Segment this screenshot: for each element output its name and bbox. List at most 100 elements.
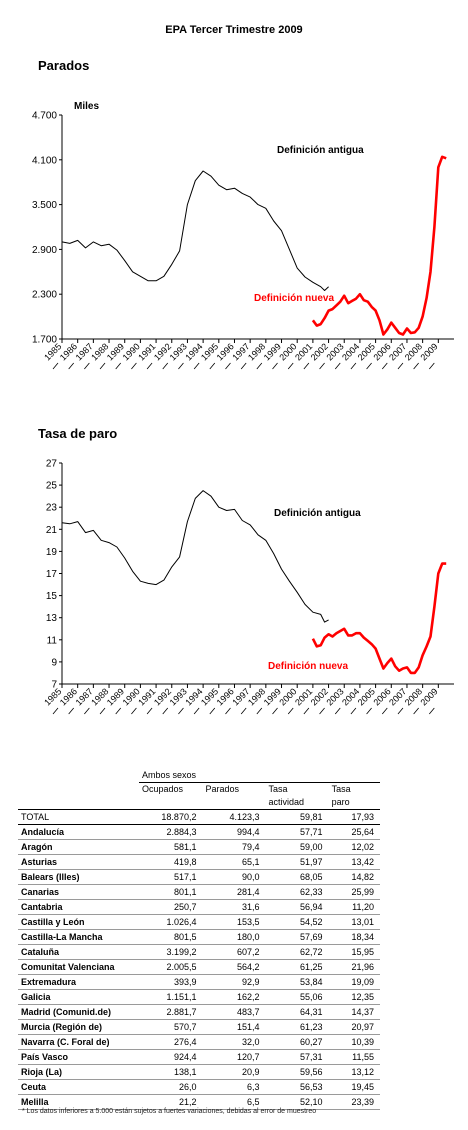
cell-tasa-paro: 23,39 bbox=[328, 1094, 380, 1110]
row-name: Aragón bbox=[18, 839, 140, 855]
cell-parados: 65,1 bbox=[202, 854, 266, 870]
y-tick-label: 17 bbox=[46, 569, 58, 580]
cell-ocupados: 581,1 bbox=[139, 839, 203, 855]
y-tick-label: 2.900 bbox=[32, 245, 57, 256]
cell-ocupados: 393,9 bbox=[139, 974, 203, 990]
x-tick-slash bbox=[397, 707, 404, 715]
cell-tasa-actividad: 57,71 bbox=[265, 824, 329, 840]
x-tick-slash bbox=[68, 707, 74, 715]
cell-ocupados: 801,1 bbox=[139, 884, 203, 900]
y-tick-label: 4.700 bbox=[32, 111, 57, 122]
y-tick-label: 21 bbox=[46, 525, 58, 536]
chart-title-tasa-paro: Tasa de paro bbox=[38, 426, 118, 441]
x-tick-slash bbox=[256, 707, 263, 715]
x-tick-slash bbox=[240, 362, 247, 370]
cell-tasa-actividad: 55,06 bbox=[265, 989, 329, 1005]
cell-parados: 79,4 bbox=[202, 839, 266, 855]
cell-parados: 483,7 bbox=[202, 1004, 266, 1020]
x-tick-slash bbox=[52, 707, 59, 715]
x-tick-slash bbox=[225, 362, 231, 370]
y-axis-label: Miles bbox=[74, 101, 99, 112]
table-row-total: TOTAL 18.870,2 4.123,3 59,81 17,93 bbox=[18, 809, 380, 825]
x-tick-slash bbox=[131, 707, 137, 715]
y-tick-label: 25 bbox=[46, 481, 58, 492]
x-tick-slash bbox=[84, 707, 90, 715]
x-tick-slash bbox=[381, 707, 388, 715]
x-tick-slash bbox=[225, 707, 231, 715]
x-tick-slash bbox=[334, 362, 341, 370]
cell-tasa-paro: 19,09 bbox=[328, 974, 380, 990]
x-tick-label: 2009 bbox=[418, 686, 439, 707]
series-line-definicion-antigua bbox=[61, 170, 329, 291]
cell-tasa-paro: 21,96 bbox=[328, 959, 380, 975]
x-tick-slash bbox=[178, 362, 184, 370]
cell-parados: 6,5 bbox=[202, 1094, 266, 1110]
x-tick-slash bbox=[272, 707, 278, 715]
cell-ocupados: 138,1 bbox=[139, 1064, 203, 1080]
cell-tasa-paro: 13,12 bbox=[328, 1064, 380, 1080]
cell-parados: 90,0 bbox=[202, 869, 266, 885]
x-tick-slash bbox=[350, 707, 357, 715]
row-name: Ceuta bbox=[18, 1079, 140, 1095]
x-tick-slash bbox=[319, 362, 325, 370]
row-name: Rioja (La) bbox=[18, 1064, 140, 1080]
row-name: Melilla bbox=[18, 1094, 140, 1110]
cell-ocupados: 26,0 bbox=[139, 1079, 203, 1095]
cell-tasa-paro: 14,82 bbox=[328, 869, 380, 885]
y-tick-label: 19 bbox=[46, 547, 58, 558]
y-tick-label: 15 bbox=[46, 591, 58, 602]
cell-ocupados: 2.005,5 bbox=[139, 959, 203, 975]
cell-tasa-paro: 20,97 bbox=[328, 1019, 380, 1035]
x-tick-slash bbox=[381, 362, 388, 370]
cell-ocupados: 276,4 bbox=[139, 1034, 203, 1050]
cell-tasa-paro: 13,42 bbox=[328, 854, 380, 870]
cell-ocupados: 3.199,2 bbox=[139, 944, 203, 960]
cell-ocupados: 21,2 bbox=[139, 1094, 203, 1110]
x-tick-slash bbox=[429, 707, 435, 715]
regional-data-table: Ambos sexos Ocupados Parados Tasa activid… bbox=[18, 768, 380, 1110]
row-name: Cantabria bbox=[18, 899, 140, 915]
y-tick-label: 23 bbox=[46, 503, 58, 514]
cell-tasa-paro: 12,02 bbox=[328, 839, 380, 855]
cell-tasa-paro: 10,39 bbox=[328, 1034, 380, 1050]
cell-tasa-paro: 11,20 bbox=[328, 899, 380, 915]
cell-tasa-actividad: 61,25 bbox=[265, 959, 329, 975]
x-tick-slash bbox=[334, 707, 341, 715]
x-tick-slash bbox=[99, 362, 106, 370]
series-line-definicion-nueva bbox=[311, 155, 447, 336]
row-name: Asturias bbox=[18, 854, 140, 870]
x-tick-slash bbox=[193, 362, 200, 370]
table-row: Asturias 419,8 65,1 51,97 13,42 bbox=[18, 854, 380, 870]
series-label-definicion-nueva: Definición nueva bbox=[254, 293, 334, 304]
row-name: Castilla-La Mancha bbox=[18, 929, 140, 945]
table-row: País Vasco 924,4 120,7 57,31 11,55 bbox=[18, 1049, 380, 1065]
series-label-definicion-antigua: Definición antigua bbox=[277, 145, 364, 156]
cell-ocupados: 18.870,2 bbox=[139, 809, 203, 825]
table-group-header: Ambos sexos bbox=[139, 768, 380, 783]
table-row: Canarias 801,1 281,4 62,33 25,99 bbox=[18, 884, 380, 900]
x-tick-slash bbox=[366, 362, 372, 370]
cell-parados: 4.123,3 bbox=[202, 809, 266, 825]
y-tick-label: 2.300 bbox=[32, 290, 57, 301]
cell-tasa-actividad: 59,56 bbox=[265, 1064, 329, 1080]
cell-tasa-actividad: 59,00 bbox=[265, 839, 329, 855]
x-tick-slash bbox=[429, 362, 435, 370]
cell-tasa-paro: 12,35 bbox=[328, 989, 380, 1005]
table-group-header-row: Ambos sexos bbox=[18, 768, 380, 783]
y-tick-label: 13 bbox=[46, 613, 58, 624]
cell-parados: 153,5 bbox=[202, 914, 266, 930]
cell-parados: 607,2 bbox=[202, 944, 266, 960]
column-header-ocupados: Ocupados bbox=[139, 782, 203, 810]
cell-tasa-paro: 14,37 bbox=[328, 1004, 380, 1020]
y-tick-label: 9 bbox=[51, 657, 57, 668]
row-name: Murcia (Región de) bbox=[18, 1019, 140, 1035]
cell-parados: 32,0 bbox=[202, 1034, 266, 1050]
cell-tasa-actividad: 62,33 bbox=[265, 884, 329, 900]
chart-title-parados: Parados bbox=[38, 58, 90, 73]
table-row: Extremadura 393,9 92,9 53,84 19,09 bbox=[18, 974, 380, 990]
cell-ocupados: 2.881,7 bbox=[139, 1004, 203, 1020]
y-tick-label: 7 bbox=[51, 680, 57, 691]
x-tick-slash bbox=[366, 707, 372, 715]
series-label-definicion-antigua: Definición antigua bbox=[274, 508, 361, 519]
cell-tasa-actividad: 56,53 bbox=[265, 1079, 329, 1095]
